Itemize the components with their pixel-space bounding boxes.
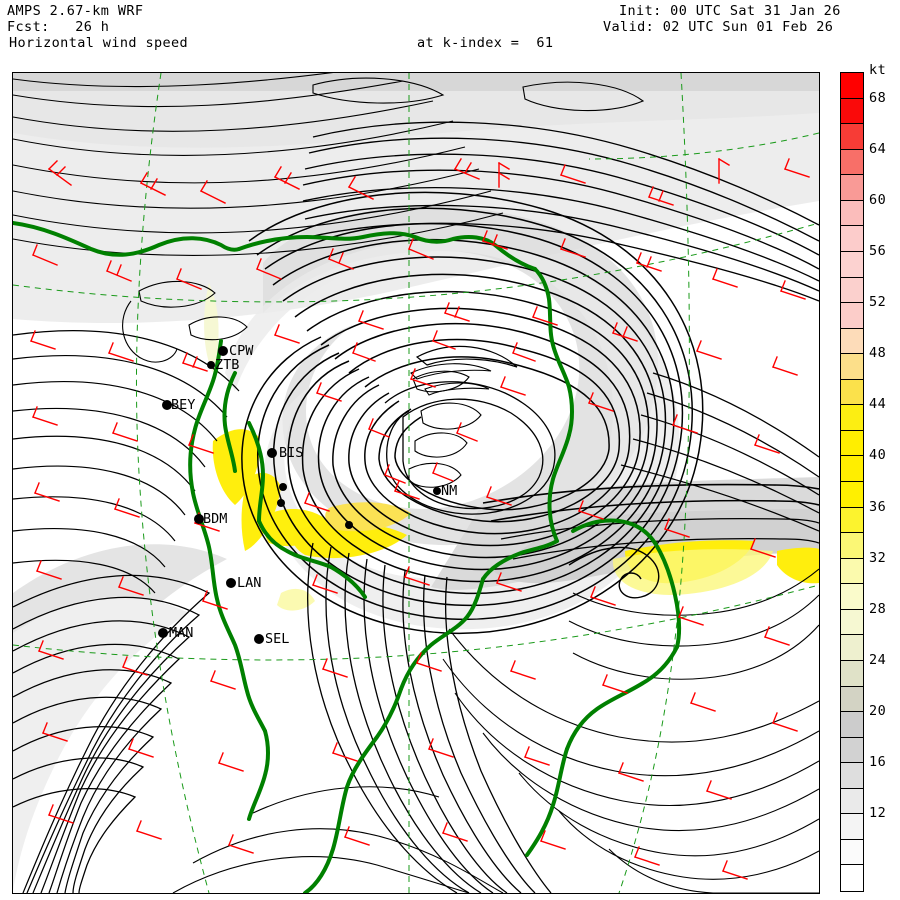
field-name: Horizontal wind speed — [9, 35, 189, 51]
colorbar-segment — [841, 584, 863, 610]
colorbar-tick-label: 28 — [869, 600, 887, 617]
station-label-bdm: BDM — [203, 511, 227, 527]
colorbar-tick-label: 44 — [869, 396, 887, 413]
colorbar-segment — [841, 763, 863, 789]
colorbar-segment — [841, 839, 863, 866]
colorbar-segment — [841, 379, 863, 406]
colorbar-tick-label: 48 — [869, 345, 887, 362]
station-label-ztb: ZTB — [215, 357, 239, 373]
colorbar-segment — [841, 507, 863, 534]
colorbar-tick-label: 12 — [869, 805, 887, 822]
colorbar-tick-label: 52 — [869, 294, 887, 311]
colorbar-segment — [841, 405, 863, 431]
colorbar-tick-label: 64 — [869, 140, 887, 157]
colorbar-segment — [841, 251, 863, 278]
colorbar-segment — [841, 814, 863, 840]
station-label-nm: NM — [441, 483, 457, 499]
colorbar-segment — [841, 609, 863, 636]
station-marker — [158, 346, 441, 644]
colorbar-segment — [841, 354, 863, 380]
station-label-lan: LAN — [237, 575, 261, 591]
colorbar-tick-label: 16 — [869, 754, 887, 771]
colorbar-segment — [841, 558, 863, 585]
colorbar-segment — [841, 712, 863, 738]
colorbar-tick-label: 40 — [869, 447, 887, 464]
colorbar-segment — [841, 686, 863, 713]
colorbar-segment — [841, 865, 863, 891]
station-layer: CPW ZTB BEY BIS BDM NM LAN MAN SEL — [158, 343, 457, 647]
colorbar-segment — [841, 635, 863, 661]
station-label-sel: SEL — [265, 631, 289, 647]
init-time: Init: 00 UTC Sat 31 Jan 26 — [619, 3, 841, 19]
colorbar-segment — [841, 456, 863, 482]
colorbar-segment — [841, 277, 863, 304]
station-label-man: MAN — [169, 625, 193, 641]
colorbar-tick-label: 32 — [869, 549, 887, 566]
colorbar-tick-label: 56 — [869, 242, 887, 259]
map-panel: CPW ZTB BEY BIS BDM NM LAN MAN SEL — [12, 72, 820, 894]
colorbar-segment — [841, 482, 863, 508]
colorbar-segment — [841, 737, 863, 764]
station-label-cpw: CPW — [229, 343, 254, 359]
map-content: CPW ZTB BEY BIS BDM NM LAN MAN SEL — [13, 73, 819, 893]
colorbar-segment — [841, 124, 863, 150]
colorbar-tick-label: 68 — [869, 89, 887, 106]
colorbar-tick-label: 20 — [869, 703, 887, 720]
colorbar-segment — [841, 660, 863, 687]
station-labels: CPW ZTB BEY BIS BDM NM LAN MAN SEL — [169, 343, 457, 647]
forecast-hour: Fcst: 26 h — [7, 19, 110, 35]
colorbar-segment — [841, 303, 863, 329]
station-label-bis: BIS — [279, 445, 303, 461]
colorbar — [840, 72, 864, 892]
colorbar-segment — [841, 226, 863, 252]
colorbar-segment — [841, 73, 863, 99]
colorbar-tick-label: 36 — [869, 498, 887, 515]
station-label-bey: BEY — [171, 397, 195, 413]
model-title: AMPS 2.67-km WRF — [7, 3, 144, 19]
wind-barbs — [30, 158, 810, 880]
colorbar-segment — [841, 328, 863, 355]
colorbar-segment — [841, 175, 863, 201]
colorbar-segment — [841, 788, 863, 815]
valid-time: Valid: 02 UTC Sun 01 Feb 26 — [603, 19, 834, 35]
colorbar-tick-label: 60 — [869, 191, 887, 208]
colorbar-segment — [841, 533, 863, 559]
colorbar-unit-label: kt — [869, 62, 887, 78]
k-index-label: at k-index = 61 — [417, 35, 554, 51]
coastline — [13, 221, 682, 893]
colorbar-segment — [841, 98, 863, 125]
colorbar-segment — [841, 430, 863, 457]
colorbar-tick-label: 24 — [869, 651, 887, 668]
colorbar-segment — [841, 149, 863, 176]
isotach-contours — [13, 73, 819, 893]
colorbar-segment — [841, 200, 863, 227]
latlon-grid — [13, 73, 819, 893]
